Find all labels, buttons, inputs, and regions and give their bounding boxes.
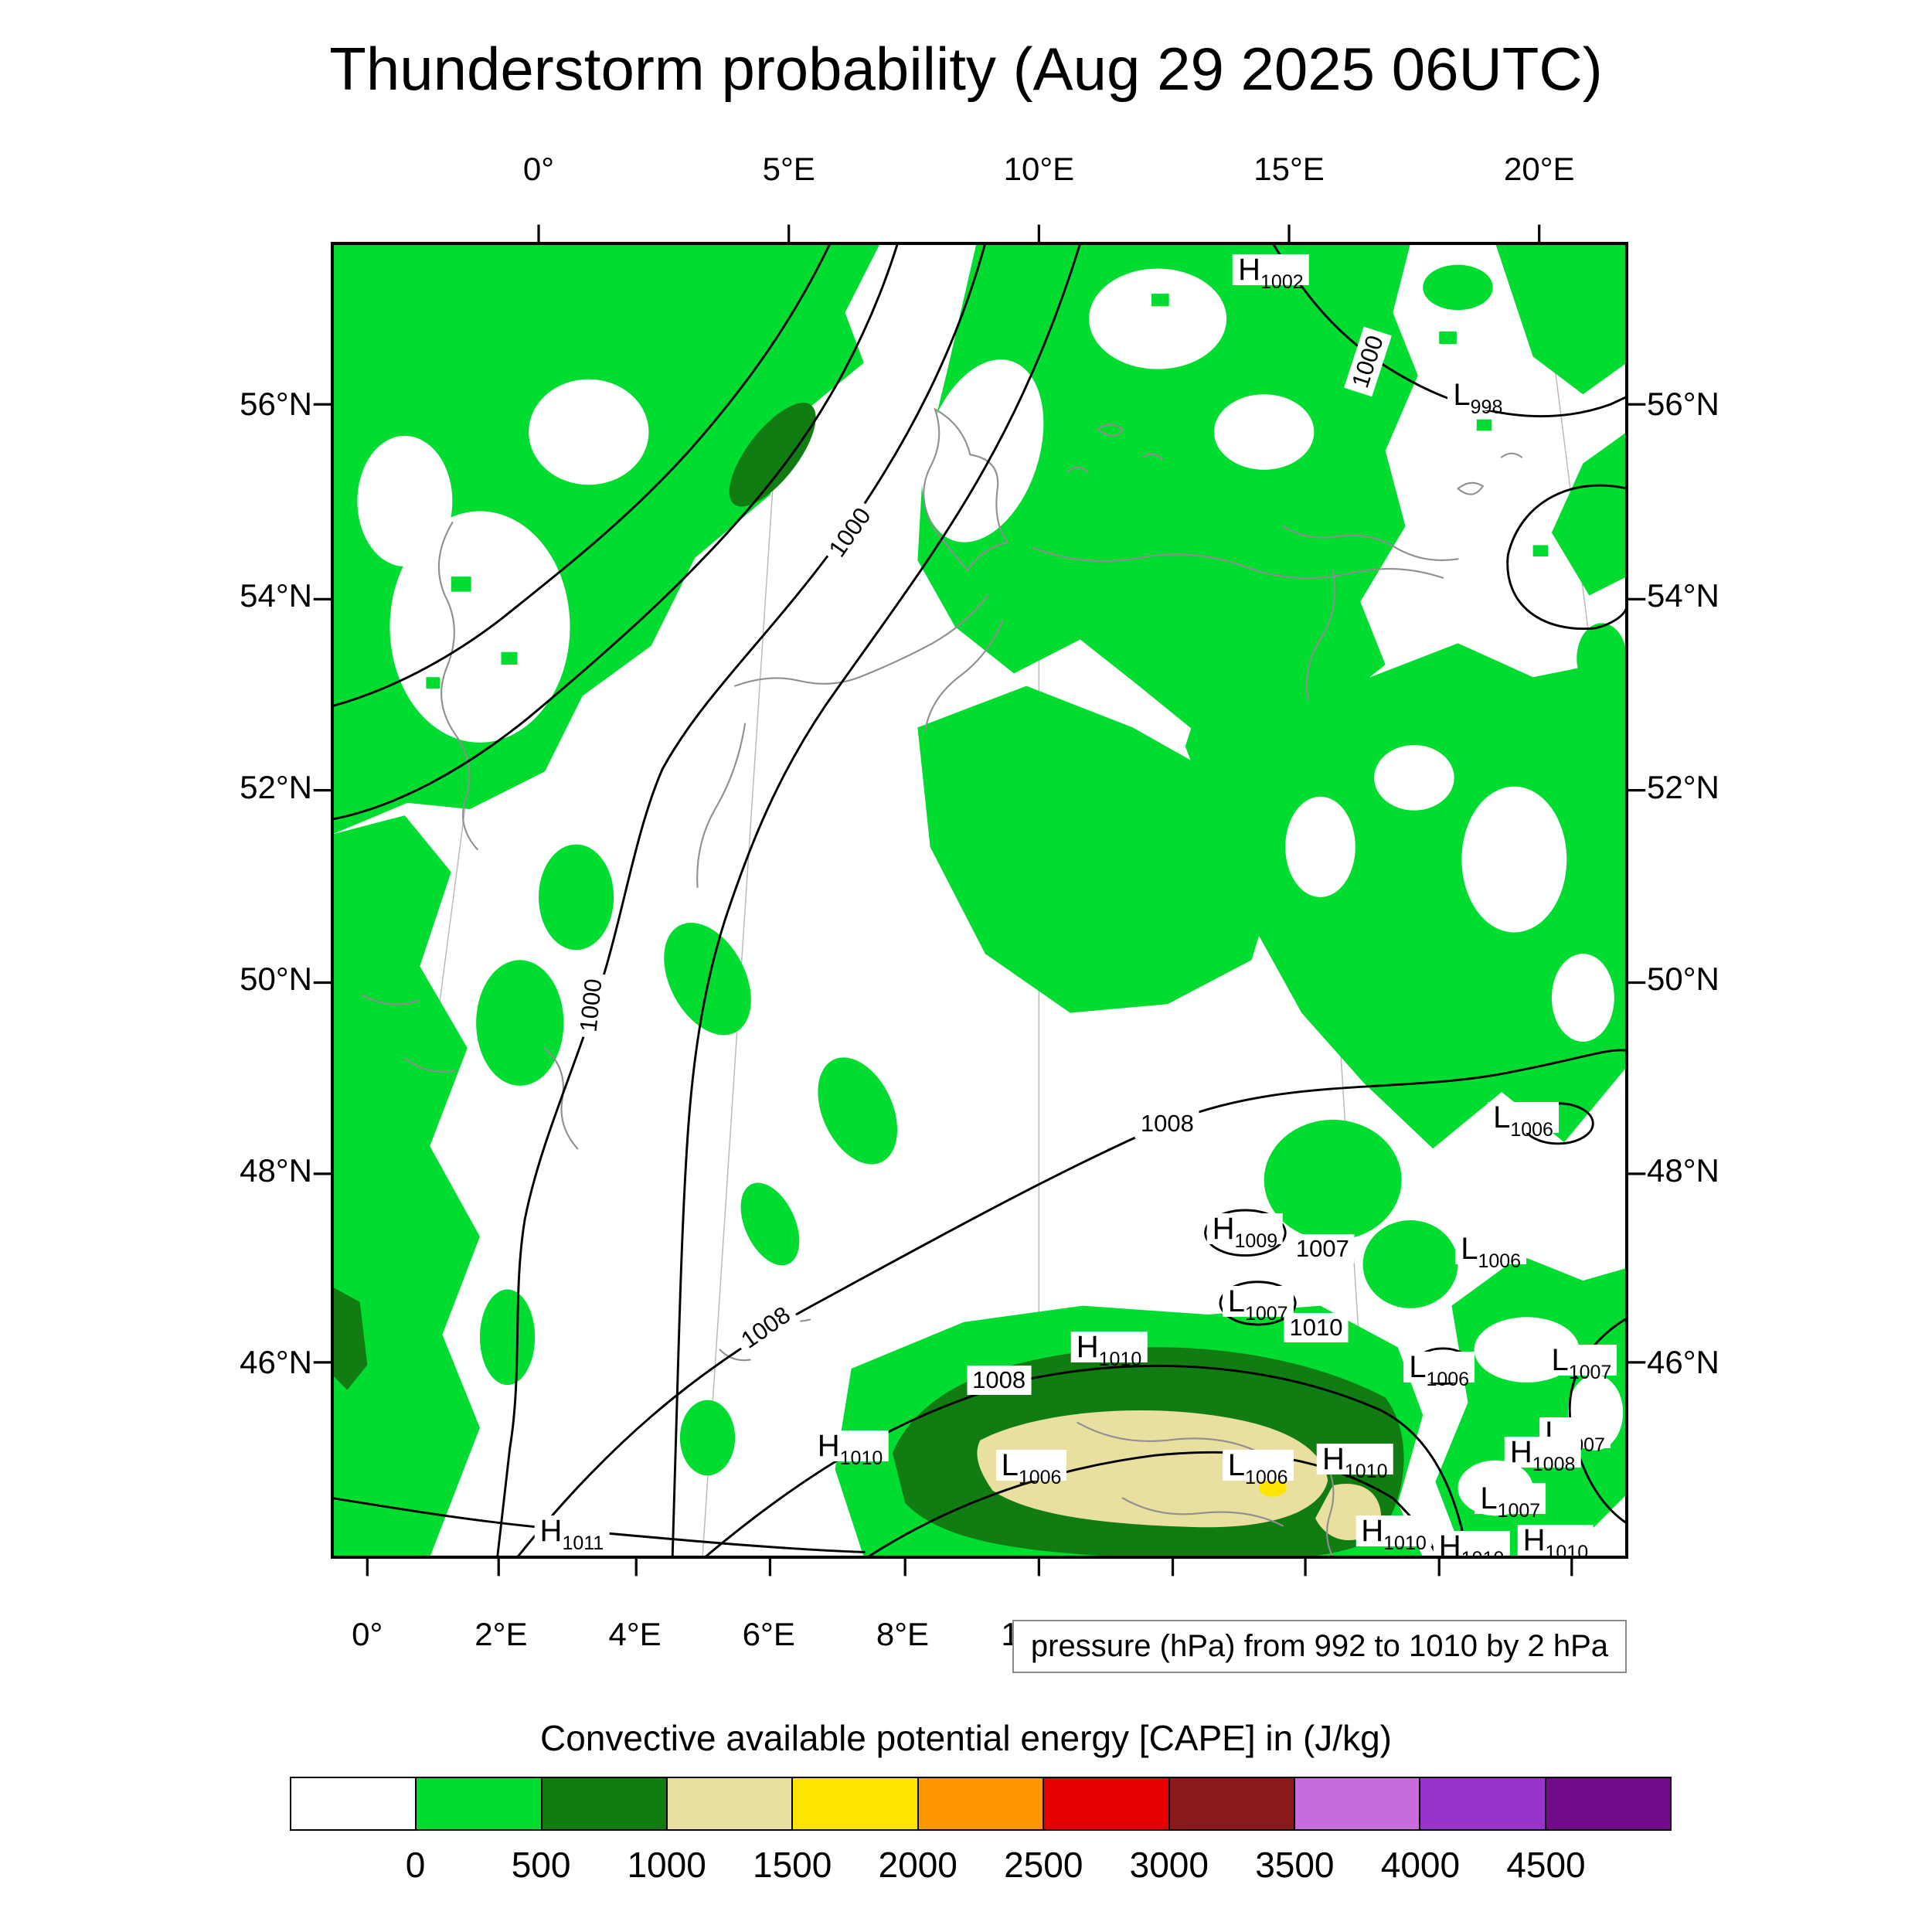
tick-label: 50°N	[240, 961, 312, 998]
colorbar-cell	[1044, 1778, 1170, 1829]
colorbar-title: Convective available potential energy [C…	[539, 1718, 1392, 1758]
tick-label: 15°E	[1253, 151, 1325, 187]
tick-label: 0	[405, 1845, 426, 1885]
tick-label: 10°E	[1003, 151, 1075, 187]
pressure-center-label: L1007	[1222, 1285, 1294, 1323]
pressure-center-label: L998	[1447, 379, 1509, 417]
colorbar-cell	[542, 1778, 668, 1829]
pressure-center-label: L1006	[1455, 1233, 1527, 1270]
tick-label: 52°N	[240, 769, 312, 806]
tick-label: 8°E	[876, 1616, 930, 1652]
tick-label: 54°N	[1647, 577, 1719, 614]
pressure-center-label: H1010	[1316, 1443, 1393, 1481]
tick-label: 50°N	[1647, 961, 1719, 998]
colorbar-cell	[668, 1778, 794, 1829]
tick-label: 56°N	[240, 386, 312, 423]
pressure-center-label: H1010	[811, 1430, 889, 1468]
tick-label: 0°	[352, 1616, 383, 1652]
tick-label: 4500	[1506, 1845, 1586, 1885]
tick-label: 46°N	[240, 1344, 312, 1381]
map-area: 1000 1000 1000 1008 1007 1010 1008 1008	[332, 243, 1627, 1557]
tick-label: 0°	[522, 151, 555, 187]
colorbar-cell	[1420, 1778, 1546, 1829]
tick-label: 48°N	[240, 1152, 312, 1189]
tick-label: 54°N	[240, 577, 312, 614]
pressure-center-label: L1006	[1222, 1450, 1294, 1488]
colorbar-tick-labels: 0 500 1000 1500 2000 2500 3000 3500 4000 4500	[290, 1844, 1672, 1887]
tick-label: 1500	[753, 1845, 832, 1885]
tick-label: 6°E	[742, 1616, 795, 1652]
colorbar-cell	[291, 1778, 417, 1829]
colorbar-cell	[1169, 1778, 1295, 1829]
pressure-caption: pressure (hPa) from 992 to 1010 by 2 hPa	[1012, 1620, 1627, 1673]
pressure-center-label: H1002	[1233, 254, 1309, 292]
pressure-center-label: L1006	[1403, 1351, 1475, 1389]
tick-label: 46°N	[1647, 1344, 1719, 1381]
tick-label: 3000	[1129, 1845, 1209, 1885]
tick-label: 2°E	[474, 1616, 528, 1652]
tick-label: 48°N	[1647, 1152, 1719, 1189]
tick-label: 1000	[627, 1845, 706, 1885]
colorbar-cell	[1546, 1778, 1670, 1829]
tick-label: 3500	[1255, 1845, 1335, 1885]
pressure-center-layer: H1002 L998 L1006 H1009 L1006 L1007 H1010…	[332, 243, 1627, 1557]
tick-label: 2500	[1004, 1845, 1083, 1885]
colorbar-cell	[417, 1778, 543, 1829]
colorbar-cell	[1294, 1778, 1421, 1829]
pressure-center-label: L1007	[1475, 1482, 1546, 1520]
pressure-center-label: H1010	[1433, 1531, 1510, 1557]
pressure-center-label: L1007	[1546, 1345, 1617, 1383]
pressure-center-label: L1006	[1488, 1101, 1559, 1139]
tick-label: 52°N	[1647, 769, 1719, 806]
tick-label: 2000	[878, 1845, 957, 1885]
tick-label: 5°E	[762, 151, 815, 187]
tick-label: 20°E	[1504, 151, 1575, 187]
pressure-center-label: H1009	[1206, 1213, 1284, 1251]
pressure-center-label: H1010	[1070, 1332, 1148, 1369]
plot-area: 1000 1000 1000 1008 1007 1010 1008 1008	[240, 151, 1719, 1652]
colorbar-cell	[793, 1778, 919, 1829]
tick-label: 4°E	[608, 1616, 662, 1652]
tick-label: 500	[511, 1845, 571, 1885]
pressure-center-label: L1006	[995, 1450, 1067, 1488]
colorbar-cell	[918, 1778, 1045, 1829]
tick-label: 56°N	[1647, 386, 1719, 423]
cape-colorbar	[290, 1777, 1672, 1831]
pressure-center-label: H1010	[1517, 1524, 1594, 1557]
page-title: Thunderstorm probability (Aug 29 2025 06…	[329, 35, 1603, 103]
axis-top-tick-labels: 0° 5°E 10°E 15°E 20°E	[332, 149, 1627, 189]
pressure-center-label: H1008	[1504, 1437, 1581, 1475]
tick-label: 4000	[1380, 1845, 1461, 1885]
pressure-center-label: H1011	[534, 1515, 610, 1553]
pressure-center-label: H1010	[1355, 1515, 1432, 1553]
